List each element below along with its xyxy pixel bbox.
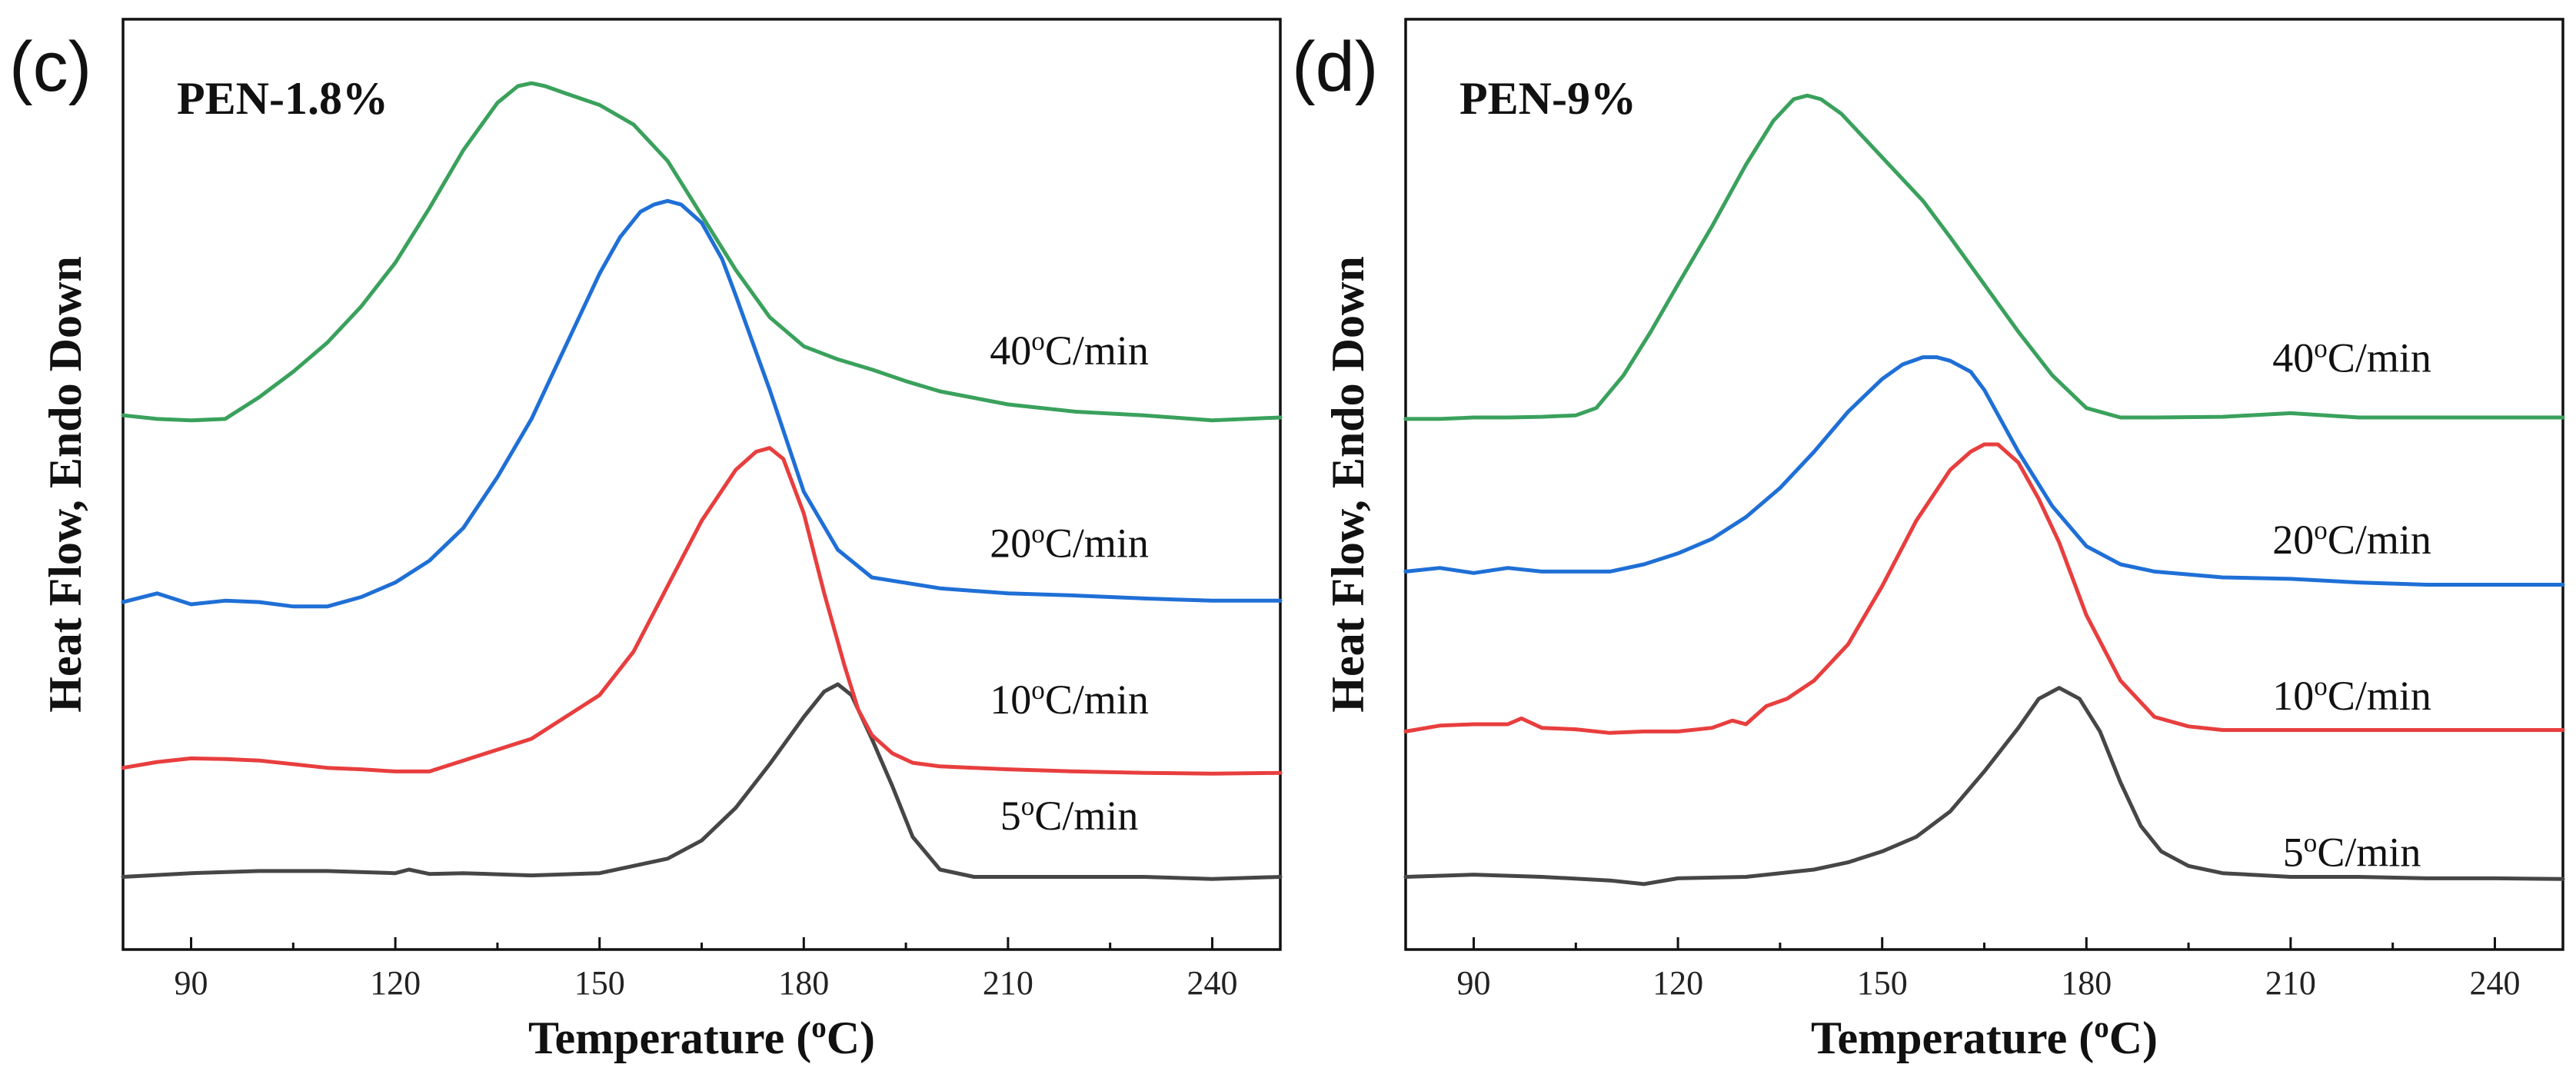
y-axis-label-d: Heat Flow, Endo Down	[1323, 256, 1373, 712]
curve-d-5c-min	[1403, 686, 2565, 886]
curve-d-20c-min	[1403, 355, 2565, 587]
series-label-c-40c-min: 40oC/min	[990, 326, 1149, 374]
x-tick-label-c-180: 180	[778, 964, 829, 1002]
curve-c-20c-min	[121, 198, 1283, 609]
x-tick-label-d-150: 150	[1857, 964, 1908, 1002]
panel-c: (c) PEN-1.8% 90 120 150 180 210 240 Temperature …	[9, 18, 1283, 1064]
curve-c-5c-min	[121, 682, 1283, 881]
curve-c-40c-min	[121, 81, 1283, 423]
series-label-d-20c-min: 20oC/min	[2272, 514, 2431, 563]
plot-frame-d	[1404, 18, 2564, 951]
x-tick-label-d-90: 90	[1457, 964, 1491, 1002]
curve-d-10c-min	[1403, 442, 2565, 735]
series-label-c-5c-min: 5oC/min	[1000, 791, 1139, 840]
x-tick-label-d-180: 180	[2061, 964, 2112, 1002]
panel-letter-d: (d)	[1292, 28, 1378, 106]
curve-d-40c-min	[1403, 93, 2565, 421]
series-label-d-5c-min: 5oC/min	[2283, 827, 2421, 876]
x-tick-label-c-120: 120	[370, 964, 421, 1002]
x-tick-label-c-240: 240	[1186, 964, 1237, 1002]
x-tick-label-d-210: 210	[2265, 964, 2316, 1002]
panel-title-c: PEN-1.8%	[177, 73, 388, 124]
x-tick-label-d-120: 120	[1652, 964, 1703, 1002]
x-tick-label-c-210: 210	[983, 964, 1033, 1002]
series-label-c-10c-min: 10oC/min	[990, 674, 1149, 723]
series-label-d-10c-min: 10oC/min	[2272, 671, 2431, 720]
x-tick-label-d-240: 240	[2469, 964, 2520, 1002]
panel-title-d: PEN-9%	[1459, 73, 1636, 124]
series-label-c-20c-min: 20oC/min	[990, 518, 1149, 567]
x-axis-label-d: Temperature (oC)	[1811, 1011, 2158, 1064]
panel-letter-c: (c)	[9, 28, 92, 106]
panel-d: (d) PEN-9% 90 120 150 180 210 240 Temperature (o…	[1292, 18, 2565, 1064]
x-axis-label-c: Temperature (oC)	[528, 1011, 875, 1064]
x-tick-label-c-90: 90	[175, 964, 208, 1002]
series-label-d-40c-min: 40oC/min	[2272, 333, 2431, 381]
curve-c-10c-min	[121, 446, 1283, 776]
x-tick-label-c-150: 150	[574, 964, 625, 1002]
y-axis-label-c: Heat Flow, Endo Down	[40, 256, 91, 712]
